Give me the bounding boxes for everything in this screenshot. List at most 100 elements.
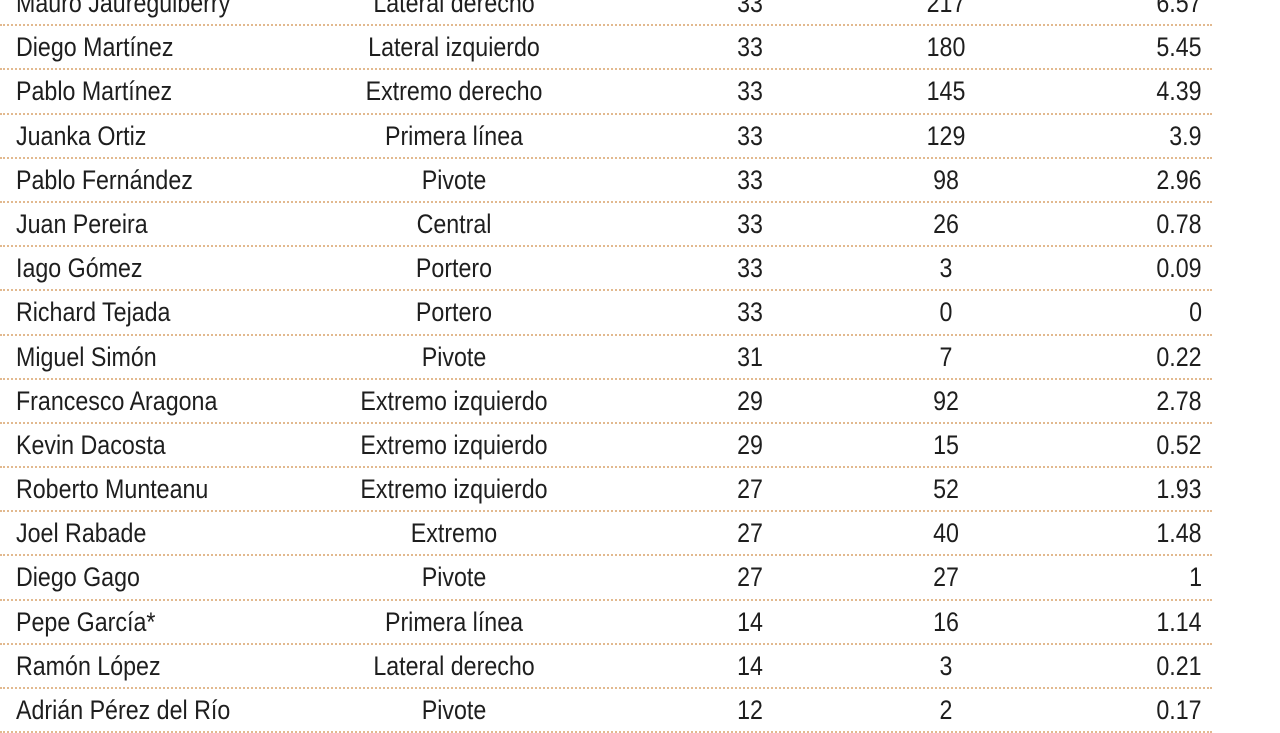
player-name-cell: Joel Rabade [16, 518, 147, 549]
goal-average-cell: 0 [1189, 297, 1202, 328]
table-row: Juan Pereira Central 33 26 0.78 [0, 203, 1212, 248]
table-row: Diego Gago Pivote 27 27 1 [0, 556, 1212, 601]
games-played-cell: 29 [737, 385, 763, 416]
goals-cell: 98 [933, 164, 959, 195]
goals-cell: 2 [939, 695, 953, 725]
position-cell: Extremo derecho [365, 76, 543, 107]
goals-cell: 40 [933, 518, 959, 549]
position-cell: Pivote [421, 562, 487, 593]
games-played-cell: 33 [737, 76, 763, 107]
games-played-cell: 12 [737, 695, 763, 725]
games-played-cell: 33 [737, 164, 763, 195]
player-name-cell: Francesco Aragona [16, 385, 218, 416]
position-cell: Extremo izquierdo [360, 429, 548, 460]
table-row: Diego Martínez Lateral izquierdo 33 180 5.45 [0, 26, 1212, 71]
goal-average-cell: 6.57 [1156, 0, 1202, 18]
player-stats-table: Mauro Jaureguiberry Lateral derecho 33 217 6… [0, 0, 1212, 733]
player-name-cell: Pablo Martínez [16, 76, 173, 107]
games-played-cell: 14 [737, 606, 763, 637]
player-name-cell: Juan Pereira [16, 208, 148, 239]
table-row: Adrián Pérez del Río Pivote 12 2 0.17 [0, 689, 1212, 733]
table-row: Mauro Jaureguiberry Lateral derecho 33 217 6… [0, 0, 1212, 27]
games-played-cell: 27 [737, 562, 763, 593]
player-name-cell: Diego Gago [16, 562, 140, 593]
goal-average-cell: 1.48 [1156, 518, 1202, 549]
position-cell: Pivote [421, 341, 487, 372]
goal-average-cell: 0.09 [1156, 253, 1202, 284]
games-played-cell: 33 [737, 208, 763, 239]
position-cell: Lateral derecho [373, 0, 535, 18]
games-played-cell: 14 [737, 650, 763, 681]
player-name-cell: Roberto Munteanu [16, 474, 209, 505]
goals-cell: 3 [939, 650, 953, 681]
goal-average-cell: 5.45 [1156, 32, 1202, 63]
position-cell: Pivote [421, 164, 487, 195]
table-row: Richard Tejada Portero 33 0 0 [0, 291, 1212, 336]
position-cell: Extremo izquierdo [360, 385, 548, 416]
goal-average-cell: 3.9 [1169, 120, 1202, 151]
table-row: Kevin Dacosta Extremo izquierdo 29 15 0.52 [0, 424, 1212, 469]
goal-average-cell: 0.17 [1156, 695, 1202, 725]
goal-average-cell: 1 [1189, 562, 1202, 593]
goals-cell: 0 [939, 297, 953, 328]
goals-cell: 27 [933, 562, 959, 593]
position-cell: Pivote [421, 695, 487, 725]
goals-cell: 7 [939, 341, 953, 372]
goal-average-cell: 0.22 [1156, 341, 1202, 372]
games-played-cell: 33 [737, 120, 763, 151]
player-name-cell: Miguel Simón [16, 341, 157, 372]
player-name-cell: Diego Martínez [16, 32, 174, 63]
goals-cell: 180 [926, 32, 966, 63]
player-name-cell: Richard Tejada [16, 297, 171, 328]
goal-average-cell: 0.21 [1156, 650, 1202, 681]
position-cell: Portero [415, 297, 493, 328]
position-cell: Lateral izquierdo [368, 32, 540, 63]
goals-cell: 129 [926, 120, 966, 151]
goals-cell: 145 [926, 76, 966, 107]
table-row: Roberto Munteanu Extremo izquierdo 27 52 1.9… [0, 468, 1212, 513]
position-cell: Lateral derecho [373, 650, 535, 681]
games-played-cell: 27 [737, 518, 763, 549]
player-name-cell: Pepe García* [16, 606, 156, 637]
table-row: Miguel Simón Pivote 31 7 0.22 [0, 336, 1212, 380]
table-row: Pablo Martínez Extremo derecho 33 145 4.39 [0, 70, 1212, 115]
goal-average-cell: 2.96 [1156, 164, 1202, 195]
table-row: Juanka Ortiz Primera línea 33 129 3.9 [0, 115, 1212, 159]
goals-cell: 16 [933, 606, 959, 637]
games-played-cell: 33 [737, 0, 763, 18]
games-played-cell: 33 [737, 32, 763, 63]
goals-cell: 52 [933, 474, 959, 505]
games-played-cell: 27 [737, 474, 763, 505]
goals-cell: 15 [933, 429, 959, 460]
position-cell: Portero [415, 253, 493, 284]
goals-cell: 217 [926, 0, 966, 18]
table-row: Iago Gómez Portero 33 3 0.09 [0, 247, 1212, 292]
position-cell: Primera línea [384, 606, 524, 637]
table-row: Francesco Aragona Extremo izquierdo 29 92 2.… [0, 380, 1212, 424]
games-played-cell: 31 [737, 341, 763, 372]
player-name-cell: Pablo Fernández [16, 164, 193, 195]
goal-average-cell: 2.78 [1156, 385, 1202, 416]
position-cell: Extremo izquierdo [360, 474, 548, 505]
table-row: Ramón López Lateral derecho 14 3 0.21 [0, 645, 1212, 689]
player-name-cell: Ramón López [16, 650, 161, 681]
table-row: Pablo Fernández Pivote 33 98 2.96 [0, 159, 1212, 203]
table-row: Joel Rabade Extremo 27 40 1.48 [0, 512, 1212, 557]
player-name-cell: Iago Gómez [16, 253, 143, 284]
goal-average-cell: 1.14 [1156, 606, 1202, 637]
goal-average-cell: 4.39 [1156, 76, 1202, 107]
position-cell: Primera línea [384, 120, 524, 151]
goal-average-cell: 0.52 [1156, 429, 1202, 460]
goal-average-cell: 1.93 [1156, 474, 1202, 505]
player-name-cell: Kevin Dacosta [16, 429, 166, 460]
position-cell: Central [416, 208, 492, 239]
goals-cell: 92 [933, 385, 959, 416]
goal-average-cell: 0.78 [1156, 208, 1202, 239]
table-row: Pepe García* Primera línea 14 16 1.14 [0, 601, 1212, 645]
games-played-cell: 29 [737, 429, 763, 460]
player-name-cell: Adrián Pérez del Río [16, 695, 231, 725]
player-name-cell: Mauro Jaureguiberry [16, 0, 231, 18]
player-name-cell: Juanka Ortiz [16, 120, 147, 151]
position-cell: Extremo [410, 518, 498, 549]
games-played-cell: 33 [737, 253, 763, 284]
